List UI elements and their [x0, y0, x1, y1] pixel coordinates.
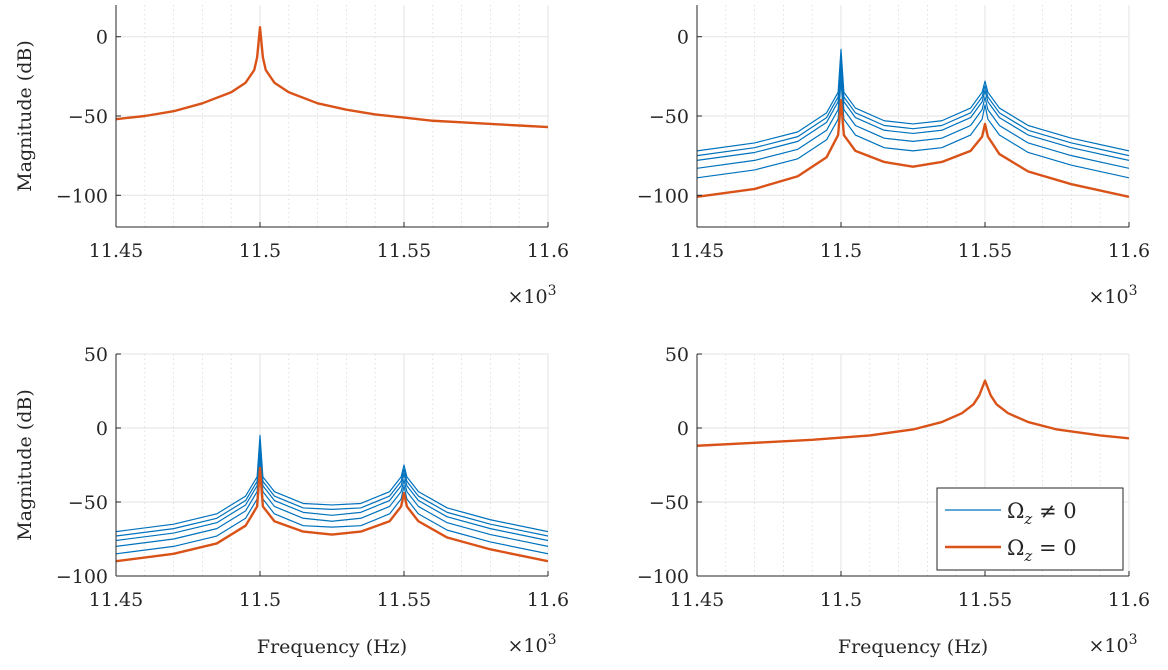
legend-label: Ωz = 0: [1007, 536, 1077, 565]
x-tick-label: 11.5: [820, 240, 862, 262]
chart-panel-top-left: 11.45 11.5 11.55 11.6 0 −50 −100 ×103 Magnitude …: [14, 5, 569, 308]
x-tick-label: 11.6: [1108, 240, 1150, 262]
x-tick-label: 11.5: [239, 240, 281, 262]
x-tick-label: 11.55: [958, 589, 1012, 611]
x-tick-label: 11.45: [89, 589, 143, 611]
y-tick-label: −100: [637, 185, 689, 207]
series-line-3: [697, 64, 1129, 161]
x-tick-label: 11.55: [377, 589, 431, 611]
y-tick-label: −50: [68, 106, 108, 128]
x-tick-label: 11.5: [820, 589, 862, 611]
x-multiplier: ×103: [507, 632, 556, 657]
chart-panel-bottom-right: 11.45 11.5 11.55 11.6 50 0 −50 −100 ×103 Frequenc…: [637, 344, 1150, 658]
chart-panel-bottom-left: 11.45 11.5 11.55 11.6 50 0 −50 −100 ×103 Magnitud…: [14, 344, 569, 658]
y-tick-label: −100: [56, 185, 108, 207]
y-tick-label: −100: [637, 566, 689, 588]
x-tick-label: 11.45: [89, 240, 143, 262]
x-axis-label: Frequency (Hz): [257, 636, 407, 658]
series-line-2: [697, 379, 1129, 447]
x-tick-label: 11.55: [958, 240, 1012, 262]
y-tick-label: −50: [649, 106, 689, 128]
y-tick-label: 0: [96, 27, 108, 49]
series-line-2: [697, 58, 1129, 157]
legend-box: [936, 487, 1124, 571]
series-line-2: [116, 443, 548, 537]
x-tick-label: 11.6: [527, 240, 569, 262]
y-tick-label: 0: [677, 27, 689, 49]
x-tick-label: 11.6: [527, 589, 569, 611]
y-tick-label: −100: [56, 566, 108, 588]
series-line-4: [116, 455, 548, 547]
legend: Ωz ≠ 0 Ωz = 0: [936, 487, 1124, 571]
series-line-6: [116, 466, 548, 563]
x-multiplier: ×103: [1088, 283, 1137, 308]
chart-panel-top-right: 11.45 11.5 11.55 11.6 0 −50 −100 ×103: [637, 5, 1150, 308]
y-tick-label: 50: [84, 344, 108, 366]
y-axis-label: Magnitude (dB): [14, 40, 36, 192]
y-tick-label: 0: [677, 418, 689, 440]
series-line-1: [116, 434, 548, 533]
legend-label: Ωz ≠ 0: [1007, 499, 1077, 528]
series-line-5: [697, 80, 1129, 179]
x-multiplier: ×103: [507, 283, 556, 308]
x-tick-label: 11.55: [377, 240, 431, 262]
series-line-2: [116, 26, 548, 129]
y-tick-label: 0: [96, 418, 108, 440]
series-line-6: [697, 98, 1129, 199]
x-tick-label: 11.5: [239, 589, 281, 611]
x-axis-label: Frequency (Hz): [838, 636, 988, 658]
series-line-1: [697, 48, 1129, 152]
y-tick-label: 50: [665, 344, 689, 366]
x-tick-label: 11.6: [1108, 589, 1150, 611]
y-tick-label: −50: [649, 492, 689, 514]
panels-group: 11.45 11.5 11.55 11.6 0 −50 −100 ×103 Magnitude …: [14, 5, 1150, 658]
series-line-3: [116, 449, 548, 542]
series-line-1: [116, 26, 548, 128]
series-line-1: [697, 380, 1129, 447]
series-line-5: [116, 461, 548, 555]
x-multiplier: ×103: [1088, 632, 1137, 657]
y-tick-label: −50: [68, 492, 108, 514]
series-line-4: [697, 72, 1129, 169]
x-tick-label: 11.45: [670, 240, 724, 262]
y-axis-label: Magnitude (dB): [14, 389, 36, 541]
x-tick-label: 11.45: [670, 589, 724, 611]
